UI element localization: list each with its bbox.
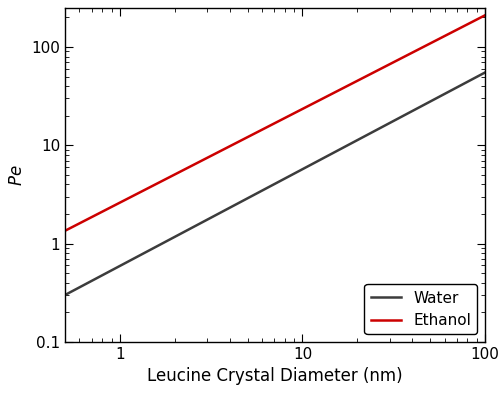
Y-axis label: $\mathit{Pe}$: $\mathit{Pe}$ — [8, 164, 26, 185]
Line: Water: Water — [65, 72, 485, 295]
Water — [406, 110, 412, 115]
Water — [482, 70, 488, 75]
Ethanol — [262, 126, 268, 131]
Ethanol — [482, 13, 488, 18]
X-axis label: Leucine Crystal Diameter (nm): Leucine Crystal Diameter (nm) — [147, 367, 403, 385]
Water — [62, 293, 68, 298]
Line: Ethanol: Ethanol — [65, 15, 485, 231]
Water — [312, 160, 318, 165]
Water — [262, 187, 268, 192]
Water — [472, 75, 478, 80]
Water — [264, 185, 270, 190]
Ethanol — [264, 125, 270, 130]
Water — [290, 172, 296, 177]
Ethanol — [290, 112, 296, 117]
Ethanol — [472, 18, 478, 23]
Ethanol — [406, 52, 412, 57]
Ethanol — [312, 100, 318, 105]
Legend: Water, Ethanol: Water, Ethanol — [364, 285, 478, 334]
Ethanol — [62, 228, 68, 233]
